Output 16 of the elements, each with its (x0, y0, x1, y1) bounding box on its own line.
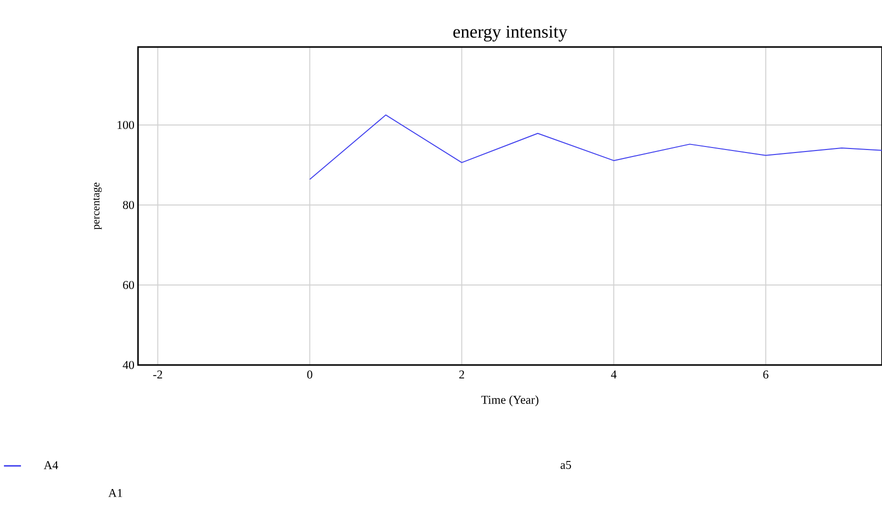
y-tick-label: 80 (122, 200, 134, 210)
y-tick-label: 60 (123, 280, 134, 290)
line-series (309, 114, 882, 180)
x-tick-label: -2 (153, 370, 162, 378)
y-axis-title: percentage (93, 182, 102, 230)
text: a5 (560, 461, 572, 469)
x-axis-title: Time (Year) (481, 395, 538, 406)
chart-title: energy intensity (453, 26, 568, 42)
legend-label: A4 (44, 461, 58, 470)
x-tick-label: 2 (459, 370, 464, 378)
y-tick-label: 100 (118, 120, 134, 130)
y-tick-label: 40 (122, 360, 134, 370)
x-tick-label: 6 (763, 370, 768, 379)
x-tick-label: 4 (610, 370, 617, 378)
text: A1 (108, 489, 122, 497)
x-tick-label: 0 (307, 370, 312, 379)
